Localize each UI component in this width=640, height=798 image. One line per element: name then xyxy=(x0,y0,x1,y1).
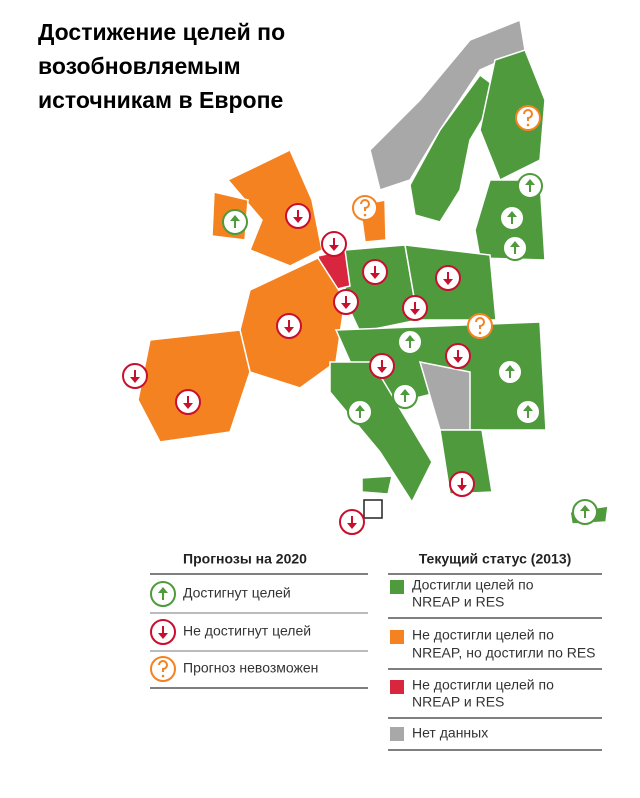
icon-glyph xyxy=(510,241,520,247)
forecast-icon xyxy=(435,265,461,291)
country xyxy=(479,49,546,182)
icon-glyph xyxy=(130,377,140,383)
icon-glyph xyxy=(443,279,453,285)
icon-glyph xyxy=(525,179,535,185)
forecast-icon xyxy=(397,329,423,355)
icon-glyph xyxy=(158,587,168,593)
icon-glyph xyxy=(183,403,193,409)
icon-glyph xyxy=(293,217,303,223)
icon-glyph xyxy=(507,211,517,217)
icon-glyph xyxy=(405,335,415,341)
forecast-icon xyxy=(467,313,493,339)
icon-glyph xyxy=(360,199,370,211)
icon-glyph xyxy=(341,303,351,309)
icon-glyph xyxy=(580,505,590,511)
icon-glyph xyxy=(355,405,365,411)
legend-icon xyxy=(150,656,176,682)
forecast-icon xyxy=(222,209,248,235)
country xyxy=(226,148,323,267)
icon-glyph xyxy=(453,357,463,363)
icon-glyph xyxy=(158,633,168,639)
forecast-icon xyxy=(285,203,311,229)
forecast-icon xyxy=(515,105,541,131)
legend-item: Не достигли целей по xyxy=(412,627,554,643)
legend-status: Текущий статус (2013) Достигли целей по … xyxy=(388,551,602,751)
forecast-icon xyxy=(352,195,378,221)
forecast-icon xyxy=(347,399,373,425)
legend-swatch xyxy=(390,580,404,594)
legend-item: Достигнут целей xyxy=(183,585,291,601)
icon-glyph xyxy=(478,331,482,335)
forecast-icon xyxy=(369,353,395,379)
icon-glyph xyxy=(505,365,515,371)
icon-glyph xyxy=(475,317,485,329)
country xyxy=(361,475,393,495)
forecast-icon xyxy=(150,619,176,645)
country xyxy=(418,361,471,431)
malta-box xyxy=(363,499,383,519)
forecast-icon xyxy=(321,231,347,257)
legend-item: Не достигли целей по xyxy=(412,677,554,693)
legend-title: Текущий статус (2013) xyxy=(419,551,572,567)
country xyxy=(409,73,501,223)
icon-glyph xyxy=(526,123,530,127)
legend-item: Достигли целей по xyxy=(412,577,534,593)
forecast-icon xyxy=(445,343,471,369)
forecast-icon xyxy=(339,509,365,535)
forecast-icon xyxy=(150,581,176,607)
title-line: Достижение целей по xyxy=(38,19,285,45)
forecast-icon xyxy=(392,383,418,409)
legend-title: Прогнозы на 2020 xyxy=(183,551,307,567)
icon-glyph xyxy=(523,405,533,411)
legend-icon xyxy=(150,581,176,607)
legend-swatch xyxy=(390,630,404,644)
forecast-icon xyxy=(517,173,543,199)
forecast-icon xyxy=(572,499,598,525)
icon-glyph xyxy=(523,109,533,121)
icon-glyph xyxy=(284,327,294,333)
forecast-icon xyxy=(502,235,528,261)
legend-icon xyxy=(150,619,176,645)
icon-glyph xyxy=(370,273,380,279)
legend-item: Не достигнут целей xyxy=(183,623,311,639)
legend-item: Нет данных xyxy=(412,725,488,741)
country xyxy=(137,329,251,443)
forecast-icon xyxy=(276,313,302,339)
icon-glyph xyxy=(347,523,357,529)
icon-glyph xyxy=(410,309,420,315)
forecast-icon xyxy=(150,656,176,682)
forecast-icon xyxy=(499,205,525,231)
forecast-icon xyxy=(362,259,388,285)
forecast-icon xyxy=(122,363,148,389)
legend-item: Прогноз невозможен xyxy=(183,660,318,676)
icon-glyph xyxy=(377,367,387,373)
forecast-icon xyxy=(175,389,201,415)
legend-item: NREAP, но достигли по RES xyxy=(412,645,596,661)
icon-glyph xyxy=(363,213,367,217)
title-line: возобновляемым xyxy=(38,53,241,79)
title-line: источникам в Европе xyxy=(38,87,283,113)
forecast-icon xyxy=(515,399,541,425)
legend-forecast: Прогнозы на 2020 Достигнут целей Не дост… xyxy=(150,551,368,689)
forecast-icon xyxy=(333,289,359,315)
legend-item: NREAP и RES xyxy=(412,594,504,610)
markers xyxy=(122,105,598,535)
icon-glyph xyxy=(158,660,168,672)
legend-swatch xyxy=(390,680,404,694)
icon-glyph xyxy=(161,674,165,678)
icon-glyph xyxy=(329,245,339,251)
legend-swatch xyxy=(390,727,404,741)
forecast-icon xyxy=(497,359,523,385)
icon-glyph xyxy=(230,215,240,221)
icon-glyph xyxy=(457,485,467,491)
forecast-icon xyxy=(402,295,428,321)
forecast-icon xyxy=(449,471,475,497)
icon-glyph xyxy=(400,389,410,395)
legend-item: NREAP и RES xyxy=(412,694,504,710)
